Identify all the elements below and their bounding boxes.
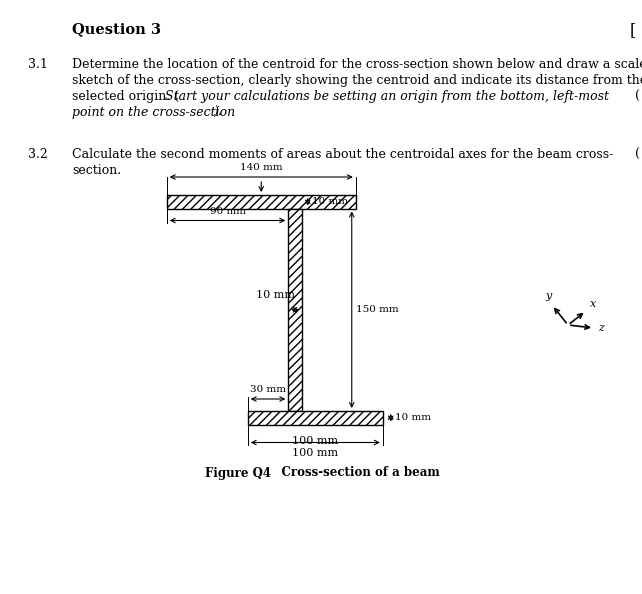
Text: 100 mm: 100 mm [292,437,338,447]
Text: Figure Q4: Figure Q4 [205,466,271,479]
Text: (: ( [635,148,640,161]
Bar [248,411,383,425]
Text: 140 mm: 140 mm [240,163,282,172]
Text: sketch of the cross-section, clearly showing the centroid and indicate its dista: sketch of the cross-section, clearly sho… [72,74,642,87]
Text: 10 mm: 10 mm [256,290,295,300]
Text: (: ( [635,90,640,103]
Text: Determine the location of the centroid for the cross-section shown below and dra: Determine the location of the centroid f… [72,58,642,71]
Bar [288,208,302,411]
Text: 150 mm: 150 mm [356,305,399,314]
Text: 10 mm: 10 mm [312,197,348,206]
Text: Start your calculations be setting an origin from the bottom, left-most: Start your calculations be setting an or… [165,90,609,103]
Text: 100 mm: 100 mm [292,447,338,457]
Text: z: z [598,323,604,333]
Text: 90 mm: 90 mm [209,207,245,216]
Text: section.: section. [72,164,121,177]
Text: point on the cross-section: point on the cross-section [72,106,235,119]
Text: selected origin. (: selected origin. ( [72,90,179,103]
Text: y: y [546,291,552,301]
Text: 3.2: 3.2 [28,148,48,161]
Bar [167,195,356,208]
Text: Question 3: Question 3 [72,22,161,36]
Text: [: [ [630,22,636,39]
Text: Calculate the second moments of areas about the centroidal axes for the beam cro: Calculate the second moments of areas ab… [72,148,613,161]
Text: 10 mm: 10 mm [395,413,431,422]
Text: 30 mm: 30 mm [250,385,286,394]
Text: x: x [590,299,596,309]
Text: ).: ). [213,106,222,119]
Text: Cross-section of a beam: Cross-section of a beam [265,466,440,479]
Text: 3.1: 3.1 [28,58,48,71]
